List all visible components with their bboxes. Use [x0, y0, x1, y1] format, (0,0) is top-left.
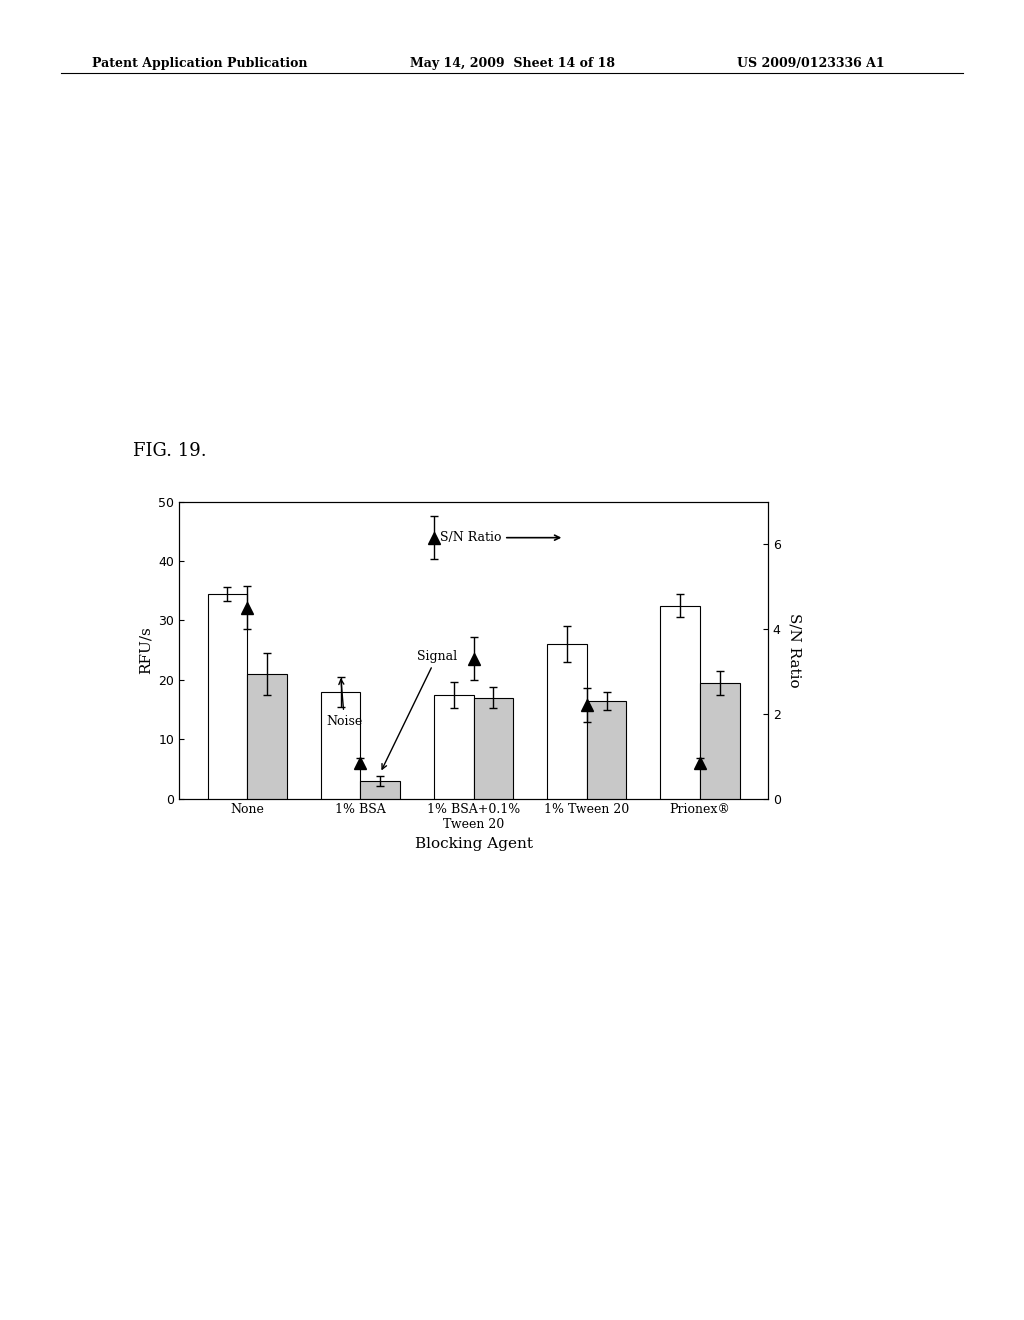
Text: US 2009/0123336 A1: US 2009/0123336 A1 [737, 57, 885, 70]
Y-axis label: RFU/s: RFU/s [139, 626, 153, 675]
Bar [547, 644, 587, 799]
Bar [473, 697, 513, 799]
Text: May 14, 2009  Sheet 14 of 18: May 14, 2009 Sheet 14 of 18 [410, 57, 614, 70]
X-axis label: Blocking Agent: Blocking Agent [415, 837, 532, 851]
Bar [208, 594, 247, 799]
Bar [247, 673, 287, 799]
Bar [660, 606, 700, 799]
Text: Noise: Noise [327, 680, 362, 727]
Y-axis label: S/N Ratio: S/N Ratio [787, 612, 802, 688]
Text: FIG. 19.: FIG. 19. [133, 442, 207, 461]
Bar [587, 701, 627, 799]
Bar [360, 780, 400, 799]
Text: Signal: Signal [382, 649, 457, 770]
Bar [700, 682, 739, 799]
Bar [434, 694, 473, 799]
Text: Patent Application Publication: Patent Application Publication [92, 57, 307, 70]
Text: S/N Ratio: S/N Ratio [439, 531, 559, 544]
Bar [321, 692, 360, 799]
